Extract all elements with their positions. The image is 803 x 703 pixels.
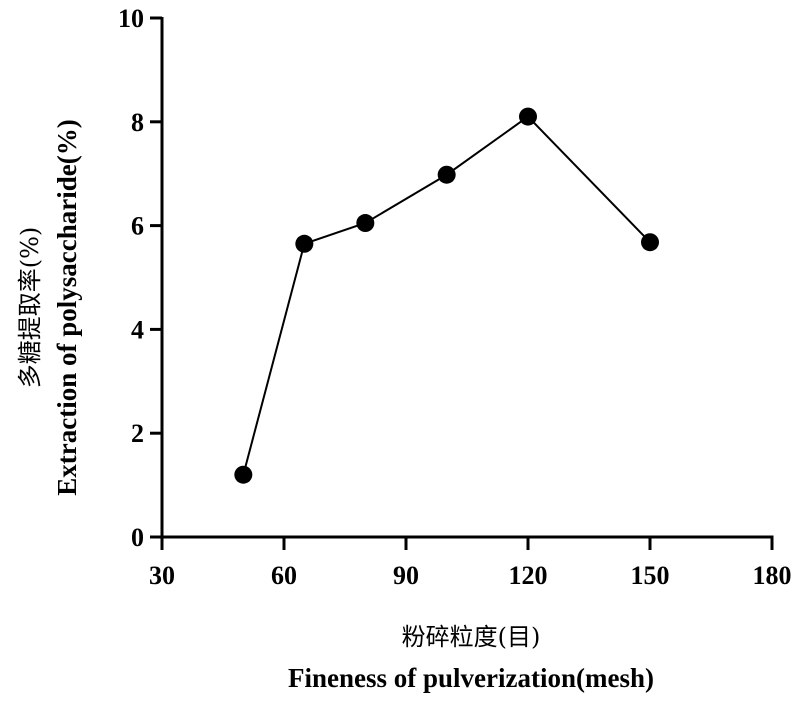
y-axis-title-english: Extraction of polysaccharide(%): [52, 119, 82, 495]
x-tick-label: 90: [393, 561, 419, 590]
x-axis-title-english: Fineness of pulverization(mesh): [288, 663, 654, 693]
data-point: [519, 107, 537, 126]
x-tick-label: 180: [753, 561, 792, 590]
y-tick-label: 10: [118, 4, 144, 33]
data-point: [234, 465, 253, 484]
data-point: [641, 233, 659, 252]
x-tick-label: 60: [271, 561, 297, 590]
y-tick-label: 0: [131, 523, 144, 552]
data-point: [437, 165, 456, 184]
x-axis-title-chinese: 粉碎粒度(目): [402, 623, 541, 651]
y-tick-label: 8: [131, 108, 144, 137]
y-axis-title-chinese: 多糖提取率(%): [16, 227, 44, 389]
y-ticks: 0 2 4 6 8 10: [118, 4, 162, 552]
series-layer: [234, 107, 659, 484]
x-tick-label: 30: [149, 561, 175, 590]
series-line: [242, 115, 651, 475]
data-point: [295, 234, 314, 253]
y-tick-label: 4: [131, 315, 144, 344]
x-ticks: 30 60 90 120 150 180: [149, 537, 792, 590]
x-tick-label: 150: [631, 561, 670, 590]
y-tick-label: 2: [131, 419, 144, 448]
axes: [160, 17, 774, 539]
y-tick-label: 6: [131, 212, 144, 241]
data-point: [356, 214, 375, 233]
x-tick-label: 120: [509, 561, 548, 590]
